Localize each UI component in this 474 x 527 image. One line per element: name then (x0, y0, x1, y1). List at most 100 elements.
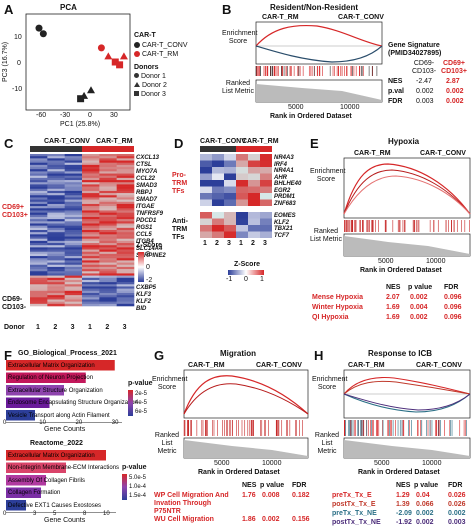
heatmap-c-cell (116, 162, 135, 166)
heatmap-c-cell (47, 203, 65, 207)
heatmap-c-cell (116, 223, 135, 226)
heatmap-d-cell (212, 212, 224, 219)
heatmap-c-cell (64, 243, 83, 246)
heatmap-c-cell (99, 182, 117, 185)
gsea-g-ylabel-top: Enrichment Score (152, 376, 188, 391)
heatmap-c-cell (99, 232, 117, 235)
bar-xtick: 10 (103, 511, 110, 517)
heatmap-d-gene: EOMES (274, 213, 296, 219)
heatmap-c-cell (116, 269, 135, 272)
heatmap-d-col-conv: CAR-T_CONV (200, 138, 246, 145)
heatmap-c-cell (30, 160, 48, 163)
heatmap-c-cell (82, 223, 100, 226)
heatmap-c-gene: CCL5 (136, 232, 152, 238)
heatmap-c-cell (64, 180, 83, 183)
heatmap-c-cell (47, 258, 65, 261)
heatmap-c-cell (82, 282, 100, 285)
heatmap-c-cell (64, 195, 83, 198)
heatmap-c-cell (47, 210, 65, 213)
gsea-g-row-p: 0.002 (262, 516, 280, 523)
bar-xtick: 3 (33, 511, 37, 517)
gsea-g-xtick-2: 10000 (262, 460, 282, 467)
heatmap-c-cell (64, 238, 83, 242)
heatmap-c-cell (47, 225, 65, 229)
gene-sig-col-left: CD69- CD103- (412, 60, 437, 75)
panel-a-label: A (4, 2, 14, 17)
stat-pval-left: 0.002 (416, 88, 434, 95)
heatmap-c-cell (30, 199, 48, 203)
panel-f-label: F (4, 348, 12, 363)
heatmap-d-cell (200, 160, 212, 167)
gsea-e-row-p: 0.002 (410, 314, 428, 321)
gsea-e-row-fdr: 0.096 (444, 294, 462, 301)
heatmap-c-cell (99, 264, 117, 268)
heatmap-c-cell (99, 156, 117, 159)
heatmap-c-cell (64, 156, 83, 159)
heatmap-c-cell (82, 275, 100, 279)
heatmap-c-cell (116, 238, 135, 242)
gsea-h-row-fdr: 0.026 (448, 501, 466, 508)
heatmap-c-gene: MYO7A (136, 169, 158, 175)
heatmap-c-cell (30, 171, 48, 174)
heatmap-c-cell (116, 303, 135, 307)
heatmap-c-cell (116, 230, 135, 233)
heatmap-c-cell (64, 275, 83, 279)
heatmap-c-cell (30, 236, 48, 239)
heatmap-c-cell (30, 208, 48, 211)
heatmap-c-cell (47, 175, 65, 179)
heatmap-d-cell (248, 193, 260, 200)
heatmap-d-cell (212, 231, 224, 238)
heatmap-d-donor: 3 (263, 240, 267, 247)
heatmap-c-cell (82, 180, 100, 183)
heatmap-d-cell (260, 180, 272, 187)
heatmap-c-cell (47, 156, 65, 159)
heatmap-c-gene: SLC14A4 (136, 246, 163, 252)
heatmap-c-cell (82, 251, 100, 255)
heatmap-c-cell (116, 273, 135, 276)
panel-b-label: B (222, 2, 232, 17)
panel-g-label: G (154, 348, 165, 363)
heatmap-d-cell (260, 167, 272, 174)
heatmap-c-cell (30, 275, 48, 279)
heatmap-c-cell (116, 275, 135, 279)
heatmap-c-cell (82, 156, 100, 159)
bar-xtick: 0 (3, 420, 7, 426)
heatmap-c-gene: CTSL (136, 162, 152, 168)
heatmap-d-gene: ZNF683 (274, 200, 296, 207)
heatmap-c-cell (64, 240, 83, 244)
heatmap-c-cell (30, 295, 48, 298)
heatmap-c-cell (82, 173, 100, 177)
heatmap-c-cell (47, 223, 65, 226)
heatmap-c-cell (99, 175, 117, 179)
heatmap-c-cell (30, 225, 48, 229)
heatmap-d-cell (200, 167, 212, 174)
circle-icon (134, 73, 139, 78)
heatmap-c-cell (82, 247, 100, 250)
gsea-g-hdr-fdr: FDR (292, 482, 307, 489)
heatmap-c-cell (82, 253, 100, 257)
gsea-h-row-name: postTx_Tx_NE (332, 519, 381, 526)
gsea-e-row-name: Winter Hypoxia (312, 304, 363, 311)
heatmap-c-cell (47, 190, 65, 194)
pca-legend-conv: CAR-T_CONV (134, 42, 188, 50)
heatmap-d-cell (236, 225, 248, 232)
heatmap-c-cell (82, 269, 100, 272)
heatmap-c-cell (99, 236, 117, 239)
heatmap-c-cell (47, 247, 65, 250)
heatmap-c-cell (116, 190, 135, 194)
heatmap-c-cell (116, 236, 135, 239)
heatmap-c-cell (116, 180, 135, 183)
heatmap-d-cell (260, 212, 272, 219)
heatmap-c-cell (30, 282, 48, 285)
heatmap-c-cell (47, 221, 65, 224)
heatmap-c-cell (99, 227, 117, 231)
gsea-g-row-name: WU Cell Migration (154, 516, 214, 523)
gsea-e-row-fdr: 0.096 (444, 314, 462, 321)
heatmap-c-cell (116, 201, 135, 205)
gsea-g-title: Migration (220, 349, 256, 358)
heatmap-c-cell (30, 164, 48, 168)
heatmap-d-cell (248, 231, 260, 238)
heatmap-c-cell (99, 295, 117, 298)
heatmap-c-cell (116, 256, 135, 259)
reactome-legend-title: p-value (122, 464, 147, 471)
